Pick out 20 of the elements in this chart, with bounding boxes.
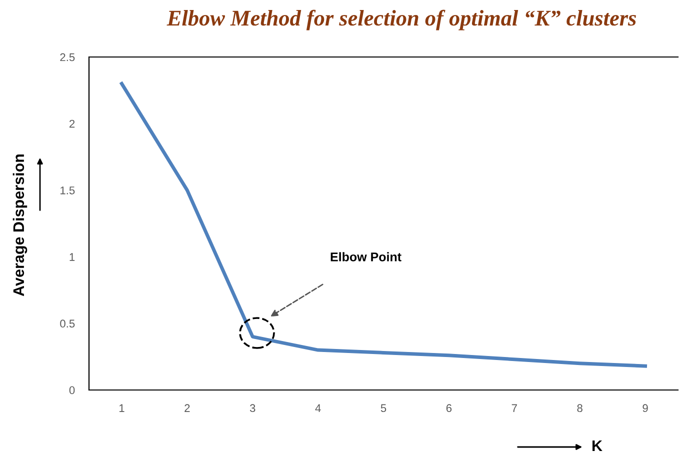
x-tick-label: 7 [512, 404, 517, 412]
y-tick-label: 2.5 [60, 53, 75, 62]
x-tick-label: 8 [577, 404, 582, 412]
y-tick-label: 1 [70, 253, 75, 261]
x-tick-label: 6 [446, 404, 452, 412]
x-tick-label: 3 [250, 404, 256, 412]
x-tick-label: 1 [119, 404, 124, 412]
y-tick-label: 2 [69, 120, 75, 128]
chart-title: Elbow Method for selection of optimal “K” clusters [166, 10, 636, 30]
y-tick-label: 1.5 [60, 186, 75, 194]
x-axis-title: K [592, 440, 602, 451]
y-axis-title: Average Dispersion [12, 154, 28, 296]
x-tick-label: 4 [315, 404, 321, 412]
x-tick-label: 9 [642, 404, 648, 412]
y-tick-label: 0.5 [60, 320, 75, 328]
annotation: Elbow Point [330, 252, 402, 262]
x-tick-label: 2 [184, 404, 190, 412]
line-series [120, 82, 648, 368]
y-tick-label: 0 [69, 386, 75, 394]
x-tick-label: 5 [380, 404, 386, 412]
